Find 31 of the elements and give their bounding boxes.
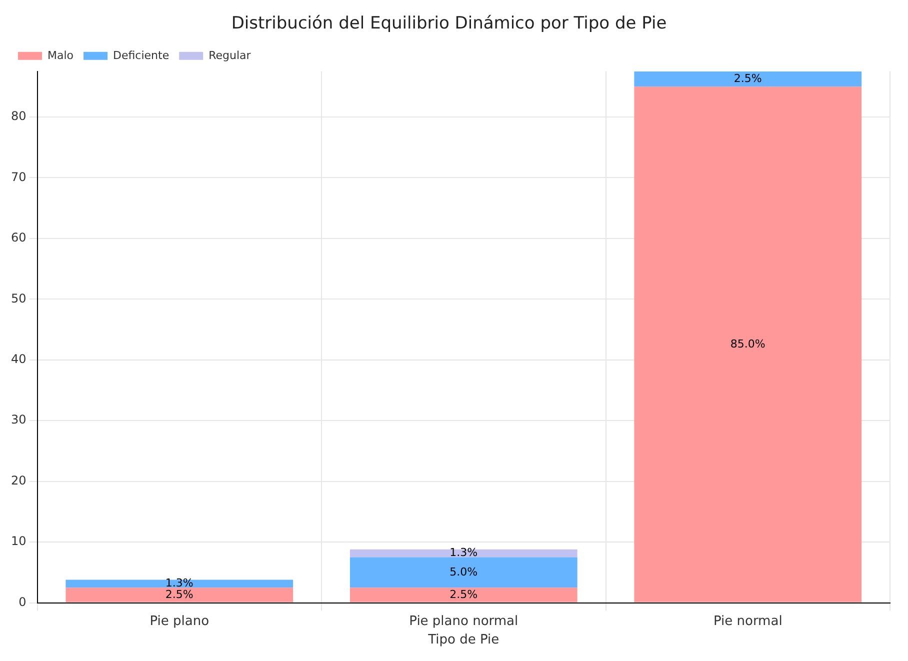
y-tick-label: 50	[10, 291, 26, 306]
legend-label: Deficiente	[113, 48, 170, 62]
y-tick-label: 30	[10, 412, 26, 427]
data-label: 2.5%	[165, 588, 194, 601]
y-tick-label: 80	[10, 109, 26, 124]
data-label: 2.5%	[734, 72, 762, 85]
y-tick-label: 0	[18, 594, 26, 609]
y-tick-label: 40	[10, 352, 26, 366]
bar	[350, 549, 578, 558]
data-label: 2.5%	[450, 588, 478, 601]
bar	[350, 557, 578, 588]
x-tick-label: Pie plano normal	[409, 614, 518, 629]
data-label: 85.0%	[730, 337, 766, 350]
data-label: 1.3%	[450, 546, 478, 560]
bar	[66, 580, 294, 588]
x-axis-title: Tipo de Pie	[427, 632, 500, 648]
data-label: 5.0%	[450, 565, 478, 578]
legend-label: Regular	[208, 48, 252, 62]
bar	[634, 71, 862, 87]
bar	[66, 588, 294, 602]
x-tick-label: Pie normal	[713, 614, 782, 629]
legend-label: Malo	[48, 48, 74, 62]
y-tick-label: 60	[10, 230, 26, 245]
bar	[634, 86, 862, 602]
chart-title: Distribución del Equilibrio Dinámico por Tipo de Pie	[231, 14, 667, 34]
y-tick-label: 10	[10, 534, 26, 548]
x-tick-label: Pie plano	[150, 614, 210, 629]
data-label: 1.3%	[165, 576, 194, 590]
y-tick-label: 20	[10, 473, 26, 488]
y-tick-label: 70	[10, 170, 26, 184]
bar	[350, 588, 578, 602]
